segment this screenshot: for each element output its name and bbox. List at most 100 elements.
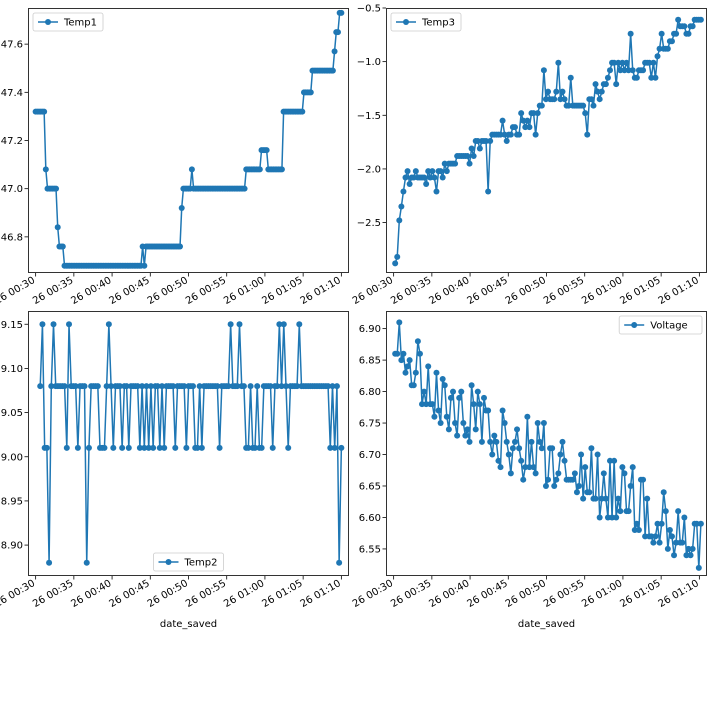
data-point [613, 514, 620, 521]
data-point [485, 407, 492, 414]
data-point [503, 138, 510, 145]
data-point [101, 444, 108, 451]
data-point [476, 145, 483, 152]
x-axis-label: date_saved [518, 619, 575, 630]
data-point [557, 96, 564, 103]
data-point [443, 168, 450, 175]
data-point [278, 166, 285, 173]
data-point [590, 102, 597, 109]
data-point [172, 444, 179, 451]
data-point [470, 401, 477, 408]
x-axis-label: date_saved [160, 619, 217, 630]
y-tick-label: 47.2 [1, 136, 23, 147]
data-point [503, 438, 510, 445]
data-point [648, 533, 655, 540]
data-point [329, 383, 336, 390]
data-point [404, 168, 411, 175]
y-tick-label: −2.0 [357, 164, 381, 175]
data-point [159, 383, 166, 390]
data-point [648, 74, 655, 81]
data-point [274, 383, 281, 390]
y-tick-label: 6.90 [359, 324, 381, 335]
data-point [240, 383, 247, 390]
data-point [592, 81, 599, 88]
data-point [518, 110, 525, 117]
data-point [468, 145, 475, 152]
data-point [559, 438, 566, 445]
data-point [43, 444, 50, 451]
data-point [505, 451, 512, 458]
data-point [542, 482, 549, 489]
data-point [110, 444, 117, 451]
data-point [664, 45, 671, 52]
data-point [520, 117, 527, 124]
data-point [85, 444, 92, 451]
data-point [425, 363, 432, 370]
data-point [283, 383, 289, 390]
data-point [188, 166, 195, 173]
data-point [48, 383, 55, 390]
data-point [331, 444, 338, 451]
y-tick-label: −1.5 [357, 111, 381, 122]
data-point [555, 470, 562, 477]
data-point [396, 217, 403, 224]
data-point [662, 508, 669, 515]
data-point [619, 464, 626, 471]
data-point [679, 539, 686, 546]
data-point [650, 59, 657, 66]
data-point [234, 383, 241, 390]
data-point [584, 131, 591, 138]
data-point [499, 117, 506, 124]
data-point [586, 489, 593, 496]
data-point [307, 89, 314, 96]
legend-marker [631, 322, 638, 328]
data-point [466, 438, 473, 445]
data-point [450, 388, 457, 395]
data-point [485, 188, 492, 195]
data-point [681, 514, 688, 521]
legend-marker [403, 19, 409, 25]
data-point [656, 539, 663, 546]
data-point [476, 401, 483, 408]
data-point [501, 420, 508, 427]
data-point [296, 321, 303, 328]
data-point [108, 383, 115, 390]
legend-box [153, 552, 224, 572]
data-point [598, 88, 605, 95]
data-point [81, 383, 88, 390]
data-point [652, 74, 659, 81]
data-point [617, 67, 624, 74]
data-point [474, 138, 481, 145]
data-point [452, 160, 459, 167]
data-point [633, 520, 640, 527]
y-tick-label: 6.75 [359, 419, 381, 430]
data-point [216, 444, 223, 451]
data-point [499, 407, 506, 414]
data-point [441, 382, 448, 389]
data-point [278, 383, 285, 390]
data-point [600, 470, 607, 477]
y-tick-label: 6.65 [359, 481, 381, 492]
data-point [338, 9, 345, 16]
data-point [526, 124, 533, 131]
data-point [495, 457, 502, 464]
data-point [94, 383, 101, 390]
data-point [551, 96, 558, 103]
data-point [545, 88, 552, 95]
y-tick-label: 6.70 [359, 450, 381, 461]
data-point [37, 383, 44, 390]
data-point [625, 508, 632, 515]
data-point [125, 444, 132, 451]
legend-box [32, 12, 104, 32]
y-tick-label: 9.05 [1, 408, 23, 419]
data-point [514, 426, 521, 433]
data-point [458, 388, 465, 395]
data-point [294, 383, 301, 390]
data-point [334, 29, 341, 36]
data-point [105, 321, 112, 328]
data-point [489, 451, 496, 458]
data-point [400, 350, 407, 357]
data-point [604, 514, 611, 521]
data-point [592, 495, 599, 502]
data-point [161, 444, 168, 451]
